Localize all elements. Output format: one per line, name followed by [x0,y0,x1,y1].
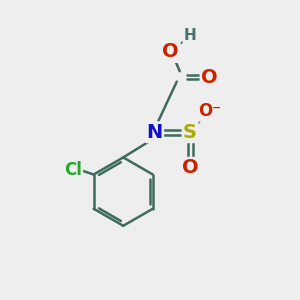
Text: O⁻: O⁻ [198,102,221,120]
Text: S: S [183,123,197,142]
Text: O: O [182,158,198,177]
Text: Cl: Cl [64,161,82,179]
Text: H: H [184,28,196,43]
Text: N: N [146,123,163,142]
Text: O: O [201,68,218,87]
Text: O: O [163,42,179,62]
